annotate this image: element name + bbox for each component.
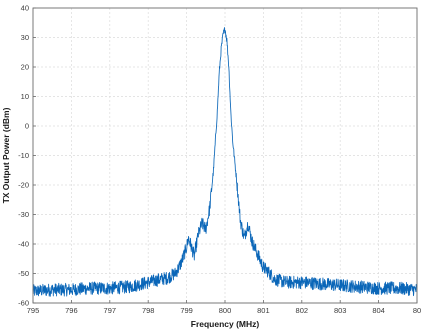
x-tick-label: 802 [296, 306, 309, 315]
y-tick-label: 0 [25, 122, 29, 131]
y-tick-label: -40 [18, 240, 29, 249]
x-tick-label: 801 [257, 306, 270, 315]
tick-labels: 795 796 797 798 799 800 801 802 803 804 80 -60 -50 -4… [18, 4, 421, 315]
y-tick-label: 30 [21, 33, 29, 42]
x-axis-title: Frequency (MHz) [191, 319, 260, 329]
plot-frame [32, 7, 418, 304]
power-spectrum-line [32, 27, 418, 297]
y-axis-title: TX Output Power (dBm) [1, 107, 11, 203]
x-tick-label: 799 [180, 306, 193, 315]
grid [33, 8, 417, 303]
y-tick-label: 10 [21, 92, 29, 101]
y-tick-label: -50 [18, 269, 29, 278]
x-tick-label: 804 [372, 306, 385, 315]
x-tick-label: 803 [334, 306, 347, 315]
x-tick-label: 800 [219, 306, 232, 315]
x-tick-label: 80 [413, 306, 421, 315]
y-tick-label: -60 [18, 299, 29, 308]
x-tick-label: 797 [104, 306, 117, 315]
y-tick-label: -10 [18, 151, 29, 160]
y-tick-label: -30 [18, 210, 29, 219]
y-tick-label: 20 [21, 63, 29, 72]
x-tick-label: 798 [142, 306, 155, 315]
x-tick-label: 795 [27, 306, 40, 315]
y-tick-label: 40 [21, 4, 29, 13]
y-tick-label: -20 [18, 181, 29, 190]
x-tick-label: 796 [65, 306, 78, 315]
